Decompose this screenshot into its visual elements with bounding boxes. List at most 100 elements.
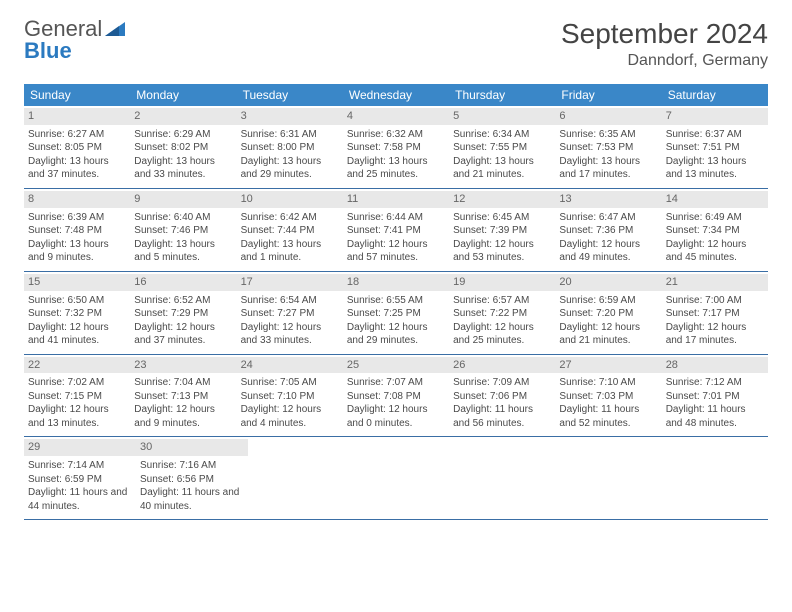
day-number: 25 (343, 357, 449, 374)
sunrise-line: Sunrise: 6:47 AM (559, 211, 657, 225)
sunset-line: Sunset: 7:01 PM (666, 390, 764, 404)
day-number: 12 (449, 191, 555, 208)
sunrise-line: Sunrise: 7:00 AM (666, 294, 764, 308)
daylight-line: Daylight: 11 hours and 56 minutes. (453, 403, 551, 430)
day-cell: 12 Sunrise: 6:45 AMSunset: 7:39 PMDayligh… (449, 189, 555, 271)
empty-day-cell (248, 437, 352, 519)
daylight-line: Daylight: 12 hours and 45 minutes. (666, 238, 764, 265)
day-cell: 29Sunrise: 7:14 AMSunset: 6:59 PMDayligh… (24, 437, 136, 519)
day-cell: 8Sunrise: 6:39 AMSunset: 7:48 PMDaylight… (24, 189, 130, 271)
sunset-line: Sunset: 6:56 PM (140, 473, 244, 487)
day-number: 10 (237, 191, 343, 208)
daylight-line: Daylight: 11 hours and 48 minutes. (666, 403, 764, 430)
sunset-line: Sunset: 7:03 PM (559, 390, 657, 404)
day-cell: 10Sunrise: 6:42 AMSunset: 7:44 PMDayligh… (237, 189, 343, 271)
daylight-line: Daylight: 13 hours and 37 minutes. (28, 155, 126, 182)
sunrise-line: Sunrise: 6:40 AM (134, 211, 232, 225)
day-number: 3 (237, 108, 343, 125)
sunrise-line: Sunrise: 7:04 AM (134, 376, 232, 390)
daylight-line: Daylight: 11 hours and 44 minutes. (28, 486, 132, 513)
sunrise-line: Sunrise: 6:34 AM (453, 128, 551, 142)
day-cell: 26Sunrise: 7:09 AMSunset: 7:06 PMDayligh… (449, 355, 555, 437)
daylight-line: Daylight: 12 hours and 33 minutes. (241, 321, 339, 348)
sunrise-line: Sunrise: 6:50 AM (28, 294, 126, 308)
sunset-line: Sunset: 7:29 PM (134, 307, 232, 321)
daylight-line: Daylight: 12 hours and 49 minutes. (559, 238, 657, 265)
daylight-line: Daylight: 12 hours and 13 minutes. (28, 403, 126, 430)
logo-triangle-icon (105, 18, 125, 40)
day-cell: 6Sunrise: 6:35 AMSunset: 7:53 PMDaylight… (555, 106, 661, 188)
title-block: September 2024 Danndorf, Germany (561, 18, 768, 70)
day-number: 7 (662, 108, 768, 125)
day-number: 28 (662, 357, 768, 374)
day-number: 5 (449, 108, 555, 125)
day-number: 14 (662, 191, 768, 208)
sunrise-line: Sunrise: 6:42 AM (241, 211, 339, 225)
day-cell: 25Sunrise: 7:07 AMSunset: 7:08 PMDayligh… (343, 355, 449, 437)
sunrise-line: Sunrise: 6:44 AM (347, 211, 445, 225)
sunset-line: Sunset: 7:15 PM (28, 390, 126, 404)
sunrise-line: Sunrise: 7:10 AM (559, 376, 657, 390)
sunrise-line: Sunrise: 6:55 AM (347, 294, 445, 308)
sunset-line: Sunset: 7:55 PM (453, 141, 551, 155)
sunset-line: Sunset: 7:10 PM (241, 390, 339, 404)
weekday-header-cell: Sunday (24, 84, 130, 106)
empty-day-cell (352, 437, 456, 519)
day-number: 30 (136, 439, 248, 456)
day-cell: 30Sunrise: 7:16 AMSunset: 6:56 PMDayligh… (136, 437, 248, 519)
day-number: 1 (24, 108, 130, 125)
day-number: 9 (130, 191, 236, 208)
sunset-line: Sunset: 7:22 PM (453, 307, 551, 321)
sunset-line: Sunset: 7:41 PM (347, 224, 445, 238)
location-label: Danndorf, Germany (561, 52, 768, 70)
calendar-week: 15Sunrise: 6:50 AMSunset: 7:32 PMDayligh… (24, 272, 768, 355)
day-cell: 27Sunrise: 7:10 AMSunset: 7:03 PMDayligh… (555, 355, 661, 437)
daylight-line: Daylight: 12 hours and 53 minutes. (453, 238, 551, 265)
sunrise-line: Sunrise: 7:14 AM (28, 459, 132, 473)
sunrise-line: Sunrise: 7:16 AM (140, 459, 244, 473)
sunrise-line: Sunrise: 6:35 AM (559, 128, 657, 142)
daylight-line: Daylight: 12 hours and 0 minutes. (347, 403, 445, 430)
daylight-line: Daylight: 13 hours and 9 minutes. (28, 238, 126, 265)
sunset-line: Sunset: 7:39 PM (453, 224, 551, 238)
daylight-line: Daylight: 13 hours and 21 minutes. (453, 155, 551, 182)
weekday-header-cell: Monday (130, 84, 236, 106)
sunset-line: Sunset: 7:27 PM (241, 307, 339, 321)
calendar-week: 8Sunrise: 6:39 AMSunset: 7:48 PMDaylight… (24, 189, 768, 272)
sunrise-line: Sunrise: 6:37 AM (666, 128, 764, 142)
sunrise-line: Sunrise: 6:32 AM (347, 128, 445, 142)
sunrise-line: Sunrise: 7:02 AM (28, 376, 126, 390)
calendar-week: 1Sunrise: 6:27 AMSunset: 8:05 PMDaylight… (24, 106, 768, 189)
sunset-line: Sunset: 7:32 PM (28, 307, 126, 321)
day-number: 11 (343, 191, 449, 208)
sunrise-line: Sunrise: 7:05 AM (241, 376, 339, 390)
sunset-line: Sunset: 7:13 PM (134, 390, 232, 404)
day-cell: 24Sunrise: 7:05 AMSunset: 7:10 PMDayligh… (237, 355, 343, 437)
sunrise-line: Sunrise: 7:12 AM (666, 376, 764, 390)
calendar: SundayMondayTuesdayWednesdayThursdayFrid… (24, 84, 768, 520)
daylight-line: Daylight: 13 hours and 17 minutes. (559, 155, 657, 182)
sunset-line: Sunset: 7:46 PM (134, 224, 232, 238)
sunrise-line: Sunrise: 6:29 AM (134, 128, 232, 142)
daylight-line: Daylight: 12 hours and 4 minutes. (241, 403, 339, 430)
day-cell: 13Sunrise: 6:47 AMSunset: 7:36 PMDayligh… (555, 189, 661, 271)
brand-text: General Blue (24, 18, 125, 62)
day-cell: 4Sunrise: 6:32 AMSunset: 7:58 PMDaylight… (343, 106, 449, 188)
daylight-line: Daylight: 12 hours and 41 minutes. (28, 321, 126, 348)
day-cell: 21Sunrise: 7:00 AMSunset: 7:17 PMDayligh… (662, 272, 768, 354)
daylight-line: Daylight: 12 hours and 57 minutes. (347, 238, 445, 265)
sunset-line: Sunset: 7:51 PM (666, 141, 764, 155)
day-cell: 3Sunrise: 6:31 AMSunset: 8:00 PMDaylight… (237, 106, 343, 188)
calendar-body: 1Sunrise: 6:27 AMSunset: 8:05 PMDaylight… (24, 106, 768, 520)
brand-word-2: Blue (24, 38, 72, 63)
day-number: 26 (449, 357, 555, 374)
day-cell: 16Sunrise: 6:52 AMSunset: 7:29 PMDayligh… (130, 272, 236, 354)
day-number: 15 (24, 274, 130, 291)
daylight-line: Daylight: 13 hours and 1 minute. (241, 238, 339, 265)
day-number: 4 (343, 108, 449, 125)
weekday-header-cell: Tuesday (237, 84, 343, 106)
sunrise-line: Sunrise: 6:57 AM (453, 294, 551, 308)
sunrise-line: Sunrise: 6:45 AM (453, 211, 551, 225)
empty-day-cell (560, 437, 664, 519)
day-cell: 1Sunrise: 6:27 AMSunset: 8:05 PMDaylight… (24, 106, 130, 188)
